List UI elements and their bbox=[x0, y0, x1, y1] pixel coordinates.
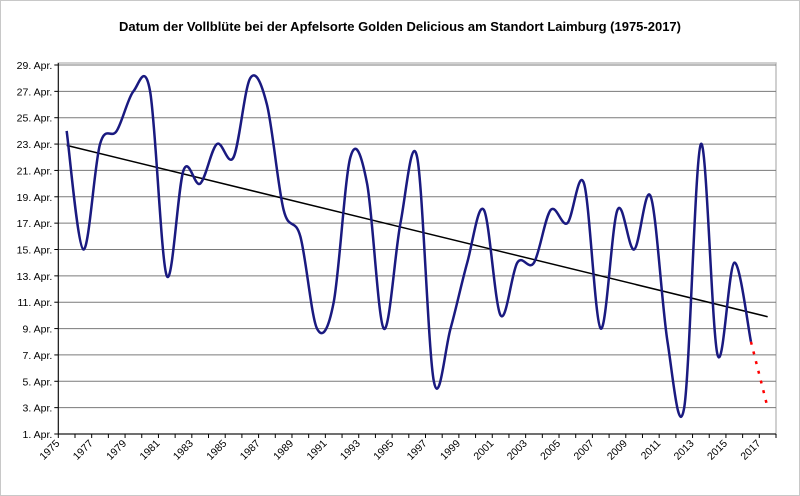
x-tick-label: 2011 bbox=[639, 438, 664, 463]
x-tick-label: 1977 bbox=[71, 438, 96, 463]
x-tick-label: 1987 bbox=[238, 438, 263, 463]
y-tick-label: 25. Apr. bbox=[17, 113, 53, 125]
x-tick-label: 1975 bbox=[37, 438, 62, 463]
x-tick-label: 2013 bbox=[672, 438, 697, 463]
x-tick-label: 2009 bbox=[605, 438, 630, 463]
x-tick-label: 2001 bbox=[471, 438, 496, 463]
x-tick-label: 2005 bbox=[538, 438, 563, 463]
x-tick-label: 2003 bbox=[505, 438, 530, 463]
x-tick-label: 1979 bbox=[104, 438, 129, 463]
y-tick-label: 29. Apr. bbox=[17, 60, 53, 72]
y-tick-label: 1. Apr. bbox=[23, 429, 53, 441]
y-tick-label: 19. Apr. bbox=[17, 192, 53, 204]
plot-area bbox=[57, 62, 777, 435]
y-tick-label: 15. Apr. bbox=[17, 245, 53, 257]
series-line bbox=[65, 74, 753, 418]
y-tick-label: 5. Apr. bbox=[23, 376, 53, 388]
x-tick-label: 1997 bbox=[405, 438, 430, 463]
y-tick-label: 3. Apr. bbox=[23, 403, 53, 415]
projection-line bbox=[749, 341, 769, 408]
x-tick-label: 2007 bbox=[572, 438, 597, 463]
x-tick-label: 1981 bbox=[138, 438, 163, 463]
y-tick-label: 21. Apr. bbox=[17, 165, 53, 177]
x-tick-label: 1995 bbox=[371, 438, 396, 463]
y-tick-label: 13. Apr. bbox=[17, 271, 53, 283]
x-tick-label: 1991 bbox=[304, 438, 329, 463]
x-tick-label: 2017 bbox=[738, 438, 763, 463]
y-tick-label: 23. Apr. bbox=[17, 139, 53, 151]
chart-title: Datum der Vollblüte bei der Apfelsorte G… bbox=[118, 19, 681, 34]
x-tick-label: 2015 bbox=[705, 438, 730, 463]
y-tick-label: 27. Apr. bbox=[17, 86, 53, 98]
x-tick-label: 1999 bbox=[438, 438, 463, 463]
y-tick-label: 7. Apr. bbox=[23, 350, 53, 362]
x-tick-label: 1983 bbox=[171, 438, 196, 463]
x-tick-label: 1993 bbox=[338, 438, 363, 463]
y-tick-label: 11. Apr. bbox=[17, 297, 52, 309]
y-tick-label: 9. Apr. bbox=[23, 324, 53, 336]
x-tick-label: 1985 bbox=[204, 438, 229, 463]
y-tick-label: 17. Apr. bbox=[17, 218, 53, 230]
x-tick-label: 1989 bbox=[271, 438, 296, 463]
